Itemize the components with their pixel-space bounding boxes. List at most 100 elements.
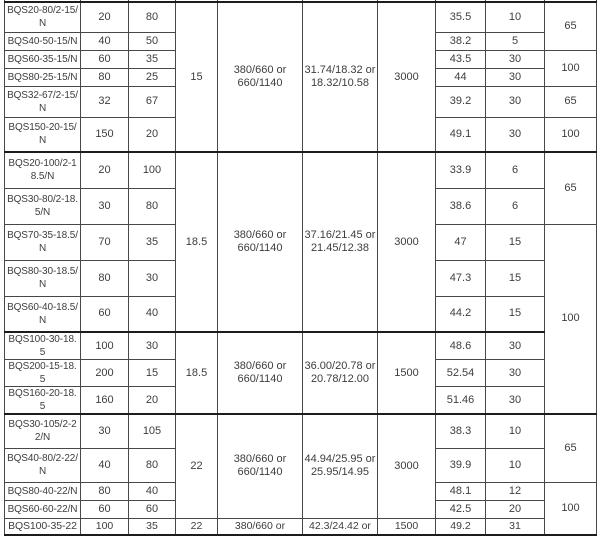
flow-cell: 20	[80, 151, 129, 189]
power-cell: 22	[175, 517, 218, 536]
cell-v1: 43.5	[435, 49, 486, 69]
cell-v2: 30	[485, 67, 545, 87]
speed-cell: 3000	[377, 1, 436, 153]
outlet-cell: 65	[544, 1, 597, 51]
cell-v1: 38.6	[435, 187, 486, 225]
table-row: BQS40-80/2-22/N 40 80 39.9 10	[4, 447, 597, 483]
power-cell: 18.5	[175, 331, 218, 415]
head-cell: 80	[128, 187, 176, 225]
cell-v1: 39.2	[435, 85, 486, 118]
flow-cell: 20	[80, 1, 129, 33]
cell-v2: 30	[485, 116, 545, 153]
cell-v2: 15	[485, 259, 545, 297]
model-cell: BQS60-35-15/N	[4, 49, 81, 69]
head-cell: 20	[128, 116, 176, 153]
speed-cell: 1500	[377, 331, 436, 415]
cell-v1: 44	[435, 67, 486, 87]
pump-spec-table: BQS20-80/2-15/N 20 80 15 380/660 or 660/…	[4, 0, 597, 536]
cell-v2: 15	[485, 223, 545, 261]
flow-cell: 60	[80, 499, 129, 519]
power-cell: 18.5	[175, 151, 218, 333]
model-cell: BQS150-20-15/N	[4, 116, 81, 153]
table-row: BQS100-30-18.5 100 30 18.5 380/660 or 66…	[4, 331, 597, 415]
head-cell: 80	[128, 447, 176, 483]
head-cell: 80	[128, 1, 176, 33]
table-row: BQS60-35-15/N 60 35 43.5 30 100	[4, 49, 597, 87]
table-row: BQS30-105/2-22/N 30 105 22 380/660 or 66…	[4, 413, 597, 519]
cell-v2: 30	[485, 386, 545, 415]
voltage-cell: 380/660 or 660/1140	[217, 151, 303, 333]
flow-cell: 80	[80, 481, 129, 501]
table-row: BQS20-80/2-15/N 20 80 15 380/660 or 660/…	[4, 1, 597, 153]
flow-cell: 150	[80, 116, 129, 153]
cell-v1: 49.2	[435, 517, 486, 536]
cell-v2: 10	[485, 447, 545, 483]
cell-v2: 6	[485, 151, 545, 189]
voltage-cell: 380/660 or 660/1140	[217, 413, 303, 519]
model-cell: BQS40-50-15/N	[4, 31, 81, 51]
head-cell: 40	[128, 481, 176, 501]
model-cell: BQS100-30-18.5	[4, 331, 81, 360]
cell-v1: 52.54	[435, 359, 486, 387]
cell-v1: 51.46	[435, 386, 486, 415]
head-cell: 30	[128, 259, 176, 297]
model-cell: BQS100-35-22	[4, 517, 81, 536]
flow-cell: 200	[80, 359, 129, 387]
outlet-cell: 65	[544, 151, 597, 225]
head-cell: 105	[128, 413, 176, 449]
head-cell: 35	[128, 49, 176, 69]
current-cell: 44.94/25.95 or 25.95/14.95	[302, 413, 378, 519]
cell-v1: 38.2	[435, 31, 486, 51]
voltage-cell: 380/660 or 660/1140	[217, 1, 303, 153]
table-row: BQS150-20-15/N 150 20 49.1 30 100	[4, 116, 597, 153]
head-cell: 100	[128, 151, 176, 189]
flow-cell: 70	[80, 223, 129, 261]
cell-v1: 47	[435, 223, 486, 261]
page: { "page": { "background": "#ffffff", "te…	[4, 0, 597, 536]
table-row: BQS60-40-18.5/N 60 40 44.2 15	[4, 295, 597, 333]
head-cell: 35	[128, 517, 176, 536]
cell-v2: 12	[485, 481, 545, 501]
flow-cell: 60	[80, 49, 129, 69]
model-cell: BQS70-35-18.5/N	[4, 223, 81, 261]
head-cell: 20	[128, 386, 176, 415]
head-cell: 50	[128, 31, 176, 51]
table-row: BQS200-15-18.5 200 15 52.54 30	[4, 359, 597, 387]
head-cell: 60	[128, 499, 176, 519]
table-row: BQS100-35-22 100 35 22 380/660 or 42.3/2…	[4, 517, 597, 536]
cell-v1: 39.9	[435, 447, 486, 483]
speed-cell: 3000	[377, 151, 436, 333]
cell-v2: 31	[485, 517, 545, 536]
table-row: BQS70-35-18.5/N 70 35 47 15 100	[4, 223, 597, 415]
cell-v2: 10	[485, 413, 545, 449]
power-cell: 22	[175, 413, 218, 519]
outlet-cell: 65	[544, 85, 597, 118]
outlet-cell: 100	[544, 481, 597, 536]
model-cell: BQS40-80/2-22/N	[4, 447, 81, 483]
current-cell: 42.3/24.42 or	[302, 517, 378, 536]
head-cell: 40	[128, 295, 176, 333]
speed-cell: 3000	[377, 413, 436, 519]
cell-v2: 10	[485, 1, 545, 33]
cell-v2: 30	[485, 85, 545, 118]
flow-cell: 30	[80, 413, 129, 449]
outlet-cell: 100	[544, 49, 597, 87]
outlet-cell: 100	[544, 116, 597, 153]
cell-v1: 48.1	[435, 481, 486, 501]
cell-v2: 5	[485, 31, 545, 51]
current-cell: 36.00/20.78 or 20.78/12.00	[302, 331, 378, 415]
cell-v1: 42.5	[435, 499, 486, 519]
cell-v1: 35.5	[435, 1, 486, 33]
outlet-cell: 65	[544, 413, 597, 483]
model-cell: BQS200-15-18.5	[4, 359, 81, 387]
flow-cell: 160	[80, 386, 129, 415]
head-cell: 67	[128, 85, 176, 118]
cell-v1: 48.6	[435, 331, 486, 360]
head-cell: 30	[128, 331, 176, 360]
cell-v1: 38.3	[435, 413, 486, 449]
power-cell: 15	[175, 1, 218, 153]
current-cell: 37.16/21.45 or 21.45/12.38	[302, 151, 378, 333]
model-cell: BQS20-100/2-18.5/N	[4, 151, 81, 189]
cell-v2: 30	[485, 49, 545, 69]
table-row: BQS80-30-18.5/N 80 30 47.3 15	[4, 259, 597, 297]
